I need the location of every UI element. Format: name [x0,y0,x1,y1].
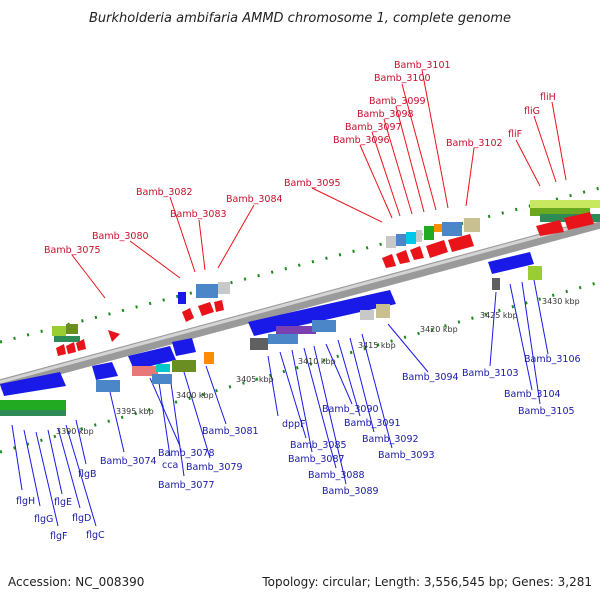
gene-label: Bamb_3091 [344,418,401,429]
gene-label: Bamb_3100 [374,73,431,84]
gene-label: Bamb_3101 [394,60,451,71]
kbp-label: 3430 kbp [542,297,580,306]
gene-label: flgF [50,531,67,542]
kbp-label: 3405 kbp [236,375,274,384]
gene-label: Bamb_3077 [158,480,215,491]
gene-label: Bamb_3079 [186,462,243,473]
gene-label: Bamb_3074 [100,456,157,467]
reverse-gene-labels: flgH flgG flgF flgE flgD flgC flgB Bamb_… [16,354,581,542]
gene-label: Bamb_3087 [288,454,345,465]
lower-tick-row [0,280,600,454]
kbp-label: 3395 kbp [116,407,154,416]
topology-text: Topology: circular; Length: 3,556,545 bp… [261,575,592,589]
gene-label: Bamb_3080 [92,231,149,242]
gene-label: Bamb_3078 [158,448,215,459]
gene-label: Bamb_3106 [524,354,581,365]
gene-label: Bamb_3083 [170,209,227,220]
gene-label: Bamb_3104 [504,389,561,400]
gene-label: flgB [78,469,97,480]
forward-gene-labels: Bamb_3075 Bamb_3080 Bamb_3082 Bamb_3083 … [44,60,556,256]
gene-label: Bamb_3105 [518,406,575,417]
kbp-label: 3425 kbp [480,311,518,320]
gene-label: flgE [54,497,72,508]
chromosome-backbone [0,217,600,391]
gene-label: Bamb_3085 [290,440,347,451]
kbp-scale: 3390 kbp 3395 kbp 3400 kbp 3405 kbp 3410… [56,297,580,436]
gene-label: Bamb_3081 [202,426,259,437]
gene-label: fliG [524,106,540,117]
forward-strand-features [52,200,600,356]
reverse-strand-features [0,252,542,416]
upper-tick-row [0,186,600,344]
kbp-label: 3420 kbp [420,325,458,334]
gene-label: dppF [282,419,306,430]
gene-label: Bamb_3103 [462,368,519,379]
gene-label: Bamb_3092 [362,434,419,445]
gene-label: Bamb_3084 [226,194,283,205]
gene-label: Bamb_3097 [345,122,402,133]
gene-label: Bamb_3094 [402,372,459,383]
kbp-label: 3400 kbp [176,391,214,400]
gene-label: Bamb_3093 [378,450,435,461]
gene-label: Bamb_3102 [446,138,503,149]
kbp-label: 3415 kbp [358,341,396,350]
gene-label: flgH [16,496,35,507]
gene-label: Bamb_3088 [308,470,365,481]
map-title: Burkholderia ambifaria AMMD chromosome 1… [89,11,511,26]
gene-label: Bamb_3075 [44,245,101,256]
gene-label: Bamb_3089 [322,486,379,497]
gene-label: cca [162,460,178,471]
label-connectors [11,69,567,527]
gene-label: flgC [86,530,105,541]
gene-label: Bamb_3096 [333,135,390,146]
gene-label: fliH [540,92,556,103]
gene-label: Bamb_3099 [369,96,426,107]
gene-label: Bamb_3095 [284,178,341,189]
accession-text: Accession: NC_008390 [8,575,144,589]
gene-label: Bamb_3098 [357,109,414,120]
gene-label: Bamb_3082 [136,187,193,198]
gene-label: flgG [34,514,53,525]
kbp-label: 3410 kbp [298,357,336,366]
gene-label: flgD [72,513,91,524]
gene-label: fliF [508,129,522,140]
kbp-label: 3390 kbp [56,427,94,436]
gene-label: Bamb_3090 [322,404,379,415]
